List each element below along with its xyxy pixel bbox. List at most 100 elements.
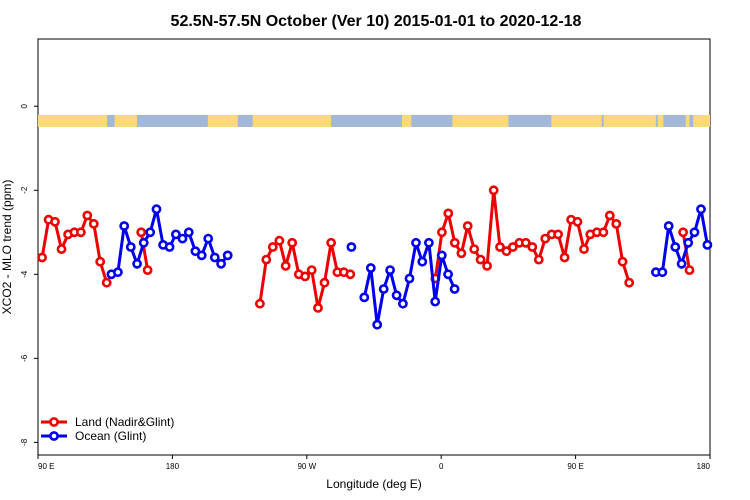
- data-point: [527, 242, 538, 252]
- data-point: [462, 221, 473, 231]
- ocean-strip-segment: [601, 114, 604, 127]
- data-point: [88, 218, 99, 229]
- data-point: [683, 237, 694, 248]
- data-point: [125, 242, 136, 252]
- plot-frame: [37, 38, 711, 456]
- y-tick-label: -2: [20, 186, 29, 194]
- series-ocean: [106, 204, 713, 330]
- data-point: [482, 260, 492, 271]
- data-point: [678, 227, 688, 238]
- land-ocean-strip: [38, 114, 710, 127]
- data-point: [533, 254, 544, 265]
- data-point: [495, 242, 505, 252]
- ocean-strip-segment: [237, 114, 253, 127]
- data-point: [449, 237, 460, 248]
- series-layer: [37, 185, 713, 330]
- data-point: [254, 298, 265, 309]
- ocean-strip-segment: [331, 114, 402, 127]
- ocean-strip-segment: [663, 114, 686, 127]
- data-point: [287, 237, 298, 248]
- x-tick-label: 90 E: [567, 462, 583, 471]
- ocean-strip-segment: [655, 114, 658, 127]
- data-point: [684, 265, 695, 275]
- ocean-strip-segment: [508, 114, 552, 127]
- data-point: [443, 269, 453, 280]
- data-point: [670, 242, 681, 252]
- data-point: [261, 254, 272, 265]
- legend-swatch-marker: [49, 431, 59, 441]
- data-point: [696, 204, 706, 215]
- data-point: [216, 258, 226, 269]
- data-point: [397, 298, 408, 309]
- data-point: [372, 319, 383, 330]
- data-point: [436, 227, 447, 238]
- data-point: [385, 265, 395, 275]
- legend-label: Land (Nadir&Glint): [75, 415, 174, 429]
- x-tick-label: 180: [166, 462, 180, 471]
- legend-swatch-marker: [49, 417, 59, 427]
- data-point: [365, 263, 376, 273]
- chart-title: 52.5N-57.5N October (Ver 10) 2015-01-01 …: [171, 13, 582, 30]
- legend-entry: Land (Nadir&Glint): [41, 415, 174, 429]
- data-point: [359, 292, 370, 303]
- data-point: [689, 227, 700, 238]
- y-tick-label: -6: [20, 354, 29, 362]
- y-axis-label: XCO2 - MLO trend (ppm): [0, 180, 14, 315]
- x-axis-label: Longitude (deg E): [326, 477, 421, 491]
- data-point: [151, 204, 162, 215]
- data-point: [572, 216, 583, 227]
- data-point: [138, 237, 149, 248]
- data-point: [417, 256, 428, 267]
- data-point: [411, 237, 421, 248]
- data-point: [101, 277, 112, 288]
- data-point: [82, 210, 93, 221]
- data-point: [345, 269, 356, 280]
- y-tick-label: -8: [20, 438, 29, 446]
- data-point: [611, 218, 622, 229]
- data-point: [113, 267, 123, 278]
- data-point: [663, 221, 674, 231]
- data-point: [132, 258, 142, 269]
- data-point: [657, 267, 668, 278]
- data-point: [508, 242, 518, 252]
- data-point: [164, 242, 175, 252]
- data-point: [190, 246, 201, 257]
- data-point: [579, 244, 589, 254]
- data-point: [559, 252, 570, 263]
- data-point: [475, 254, 486, 265]
- data-point: [177, 233, 188, 244]
- data-point: [76, 227, 86, 238]
- data-point: [319, 277, 330, 288]
- data-point: [196, 250, 207, 261]
- ocean-strip-segment: [411, 114, 453, 127]
- series-line: [433, 188, 631, 284]
- data-point: [553, 229, 563, 240]
- ocean-strip-segment: [107, 114, 115, 127]
- data-point: [391, 290, 402, 301]
- data-point: [145, 227, 156, 238]
- data-point: [430, 296, 441, 307]
- x-tick-label: 180: [697, 462, 711, 471]
- data-point: [617, 256, 628, 267]
- data-point: [50, 216, 60, 227]
- data-point: [306, 265, 317, 275]
- data-point: [598, 227, 609, 238]
- legend-label: Ocean (Glint): [75, 429, 146, 443]
- data-point: [469, 244, 480, 254]
- data-point: [676, 258, 687, 269]
- data-point: [404, 273, 415, 284]
- data-point: [540, 233, 551, 244]
- data-point: [183, 227, 194, 238]
- x-tick-label: 90 W: [297, 462, 316, 471]
- data-point: [449, 284, 460, 294]
- series-land: [37, 185, 695, 313]
- data-point: [604, 210, 615, 221]
- data-point: [170, 229, 181, 240]
- data-point: [423, 237, 434, 248]
- data-point: [702, 239, 713, 250]
- y-tick-label: -4: [20, 270, 29, 278]
- data-point: [501, 246, 512, 257]
- legend-entry: Ocean (Glint): [41, 429, 146, 443]
- data-point: [436, 250, 447, 261]
